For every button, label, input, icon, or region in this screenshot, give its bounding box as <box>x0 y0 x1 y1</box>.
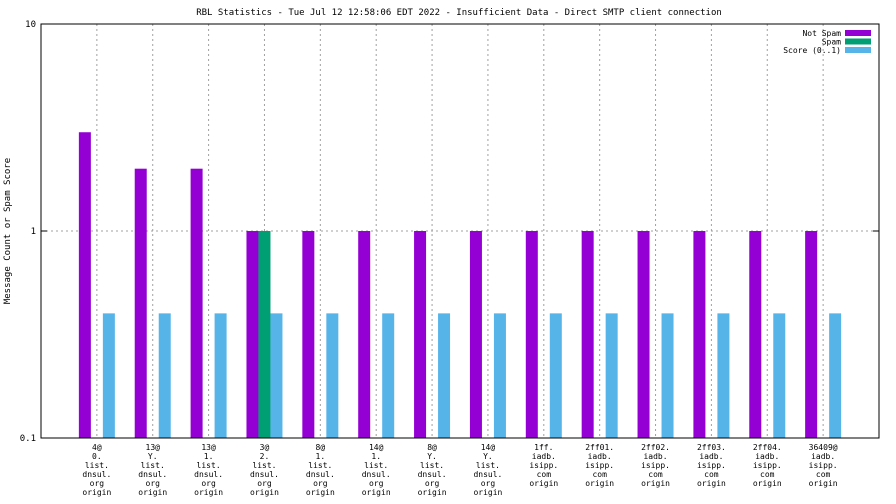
bar-not-spam <box>805 231 818 438</box>
legend-swatch <box>845 47 871 53</box>
bar-not-spam <box>581 231 594 438</box>
bar-not-spam <box>749 231 762 438</box>
bar-score-0-1 <box>605 313 618 438</box>
legend-label: Score (0..1) <box>783 46 841 55</box>
bar-score-0-1 <box>214 313 227 438</box>
bar-score-0-1 <box>549 313 562 438</box>
legend-label: Not Spam <box>802 29 841 38</box>
bars <box>78 132 842 438</box>
bar-not-spam <box>637 231 650 438</box>
x-tick-label: 36409@ iadb. isipp. com origin <box>809 443 838 488</box>
bar-score-0-1 <box>382 313 395 438</box>
y-tick-label: 1 <box>31 227 36 237</box>
bar-not-spam <box>190 168 203 438</box>
x-tick-label: 13@ 1. list. dnsul. org origin <box>194 443 223 497</box>
bar-score-0-1 <box>773 313 786 438</box>
bar-spam <box>258 231 271 438</box>
legend-label: Spam <box>822 38 841 47</box>
x-tick-label: 1ff. iadb. isipp. com origin <box>529 443 558 488</box>
x-tick-label: 3@ 2. list. dnsul. org origin <box>250 443 279 497</box>
bar-not-spam <box>78 132 91 438</box>
bar-not-spam <box>134 168 147 438</box>
chart-title: RBL Statistics - Tue Jul 12 12:58:06 EDT… <box>196 8 722 18</box>
x-tick-label: 14@ 1. list. dnsul. org origin <box>362 443 391 497</box>
bar-not-spam <box>302 231 315 438</box>
x-tick-label: 13@ Y. list. dnsul. org origin <box>138 443 167 497</box>
bar-not-spam <box>469 231 482 438</box>
y-axis-label: Message Count or Spam Score <box>3 158 13 304</box>
axis-ticks: 10 1 0.1 <box>20 20 879 444</box>
x-tick-labels: 4@ 0. list. dnsul. org origin 13@ Y. list. dnsul.… <box>82 443 837 497</box>
legend-swatch <box>845 30 871 36</box>
y-tick-label: 10 <box>25 20 36 30</box>
bar-score-0-1 <box>829 313 842 438</box>
x-tick-label: 2ff04. iadb. isipp. com origin <box>753 443 782 488</box>
x-tick-label: 8@ 1. list. dnsul. org origin <box>306 443 335 497</box>
bar-not-spam <box>693 231 706 438</box>
x-tick-label: 2ff02. iadb. isipp. com origin <box>641 443 670 488</box>
bar-not-spam <box>414 231 427 438</box>
bar-score-0-1 <box>326 313 339 438</box>
bar-not-spam <box>525 231 538 438</box>
bar-score-0-1 <box>102 313 115 438</box>
bar-score-0-1 <box>270 313 283 438</box>
x-tick-label: 14@ Y. list. dnsul. org origin <box>473 443 502 497</box>
bar-score-0-1 <box>717 313 730 438</box>
bar-not-spam <box>246 231 259 438</box>
bar-score-0-1 <box>493 313 506 438</box>
x-tick-label: 2ff01. iadb. isipp. com origin <box>585 443 614 488</box>
x-tick-label: 4@ 0. list. dnsul. org origin <box>82 443 111 497</box>
x-tick-label: 8@ Y. list. dnsul. org origin <box>418 443 447 497</box>
legend-swatch <box>845 38 871 45</box>
bar-score-0-1 <box>661 313 674 438</box>
y-tick-label: 0.1 <box>20 434 36 444</box>
bar-score-0-1 <box>438 313 451 438</box>
x-tick-label: 2ff03. iadb. isipp. com origin <box>697 443 726 488</box>
bar-score-0-1 <box>158 313 171 438</box>
bar-not-spam <box>358 231 371 438</box>
